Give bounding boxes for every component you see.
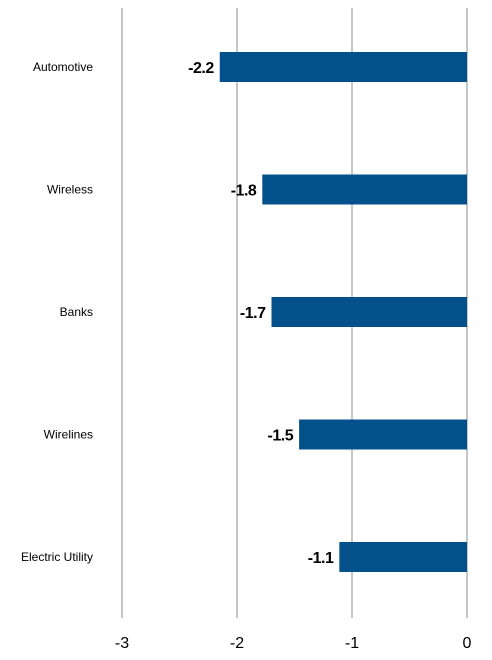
- x-tick-label: -1: [345, 635, 359, 652]
- bar: [299, 419, 467, 450]
- category-label: Electric Utility: [21, 550, 93, 564]
- data-label: -1.7: [240, 305, 266, 322]
- data-label: -1.1: [308, 550, 334, 567]
- category-label: Wirelines: [44, 428, 93, 442]
- labels: -3 -2 -1 0 Automotive -2.2 Wireless -1.8 Banks -1…: [21, 60, 472, 652]
- category-label: Banks: [60, 305, 93, 319]
- x-tick-label: -2: [230, 635, 244, 652]
- bar: [271, 297, 467, 327]
- data-label: -1.8: [231, 183, 257, 200]
- category-label: Automotive: [33, 60, 93, 74]
- x-tick-label: 0: [463, 635, 472, 652]
- x-tick-label: -3: [115, 635, 129, 652]
- data-label: -2.2: [188, 60, 214, 77]
- bars: [219, 52, 467, 572]
- bar: [262, 174, 467, 205]
- bar: [339, 542, 467, 572]
- category-label: Wireless: [47, 183, 93, 197]
- data-label: -1.5: [268, 428, 294, 445]
- bar: [219, 52, 467, 82]
